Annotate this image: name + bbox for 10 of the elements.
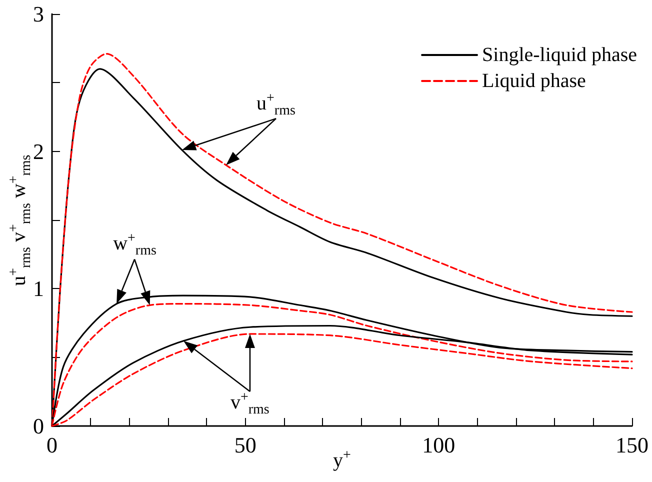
x-tick-label: 50 (234, 432, 256, 458)
legend-label: Liquid phase (482, 70, 586, 92)
x-axis-title: y$^{+}$ (333, 448, 351, 472)
x-tick-label: 100 (422, 432, 456, 458)
y-tick-label: 2 (33, 138, 44, 164)
legend-label: Single-liquid phase (482, 44, 638, 66)
y-tick-label: 1 (33, 276, 44, 302)
y-tick-label: 0 (33, 414, 44, 438)
x-tick-label: 150 (616, 432, 648, 458)
y-tick-label: 3 (33, 2, 44, 26)
